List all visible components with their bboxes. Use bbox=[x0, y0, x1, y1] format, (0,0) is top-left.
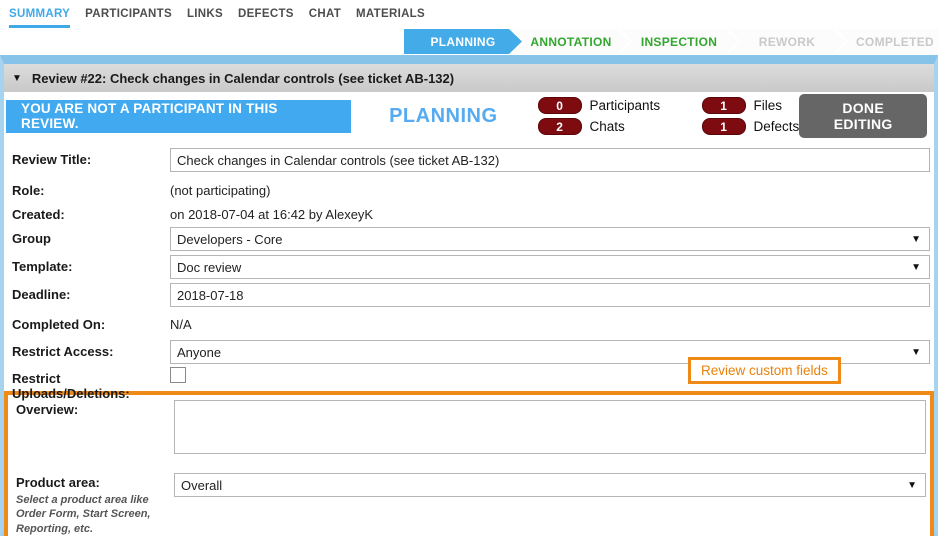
participants-count-badge: 0 bbox=[537, 97, 582, 114]
workflow-step-rework: REWORK bbox=[728, 29, 846, 54]
review-title-input[interactable] bbox=[170, 148, 930, 172]
workflow-step-planning[interactable]: PLANNING bbox=[404, 29, 522, 54]
restrict-access-label: Restrict Access: bbox=[12, 344, 114, 359]
participants-stat: 0 Participants bbox=[537, 97, 688, 114]
role-value: (not participating) bbox=[170, 183, 271, 198]
chats-count-badge: 2 bbox=[537, 118, 582, 135]
review-custom-fields-callout: Review custom fields bbox=[688, 357, 841, 384]
review-panel: ▼ Review #22: Check changes in Calendar … bbox=[0, 55, 938, 536]
deadline-row: Deadline: bbox=[4, 283, 934, 313]
top-nav: SUMMARY PARTICIPANTS LINKS DEFECTS CHAT … bbox=[0, 0, 938, 28]
status-row: YOU ARE NOT A PARTICIPANT IN THIS REVIEW… bbox=[4, 94, 934, 138]
template-select-value: Doc review bbox=[177, 259, 242, 275]
completed-on-value: N/A bbox=[170, 317, 192, 332]
tab-defects[interactable]: DEFECTS bbox=[237, 8, 294, 20]
review-stats: 0 Participants 2 Chats 1 Files 1 bbox=[537, 97, 800, 135]
product-area-select-value: Overall bbox=[181, 477, 223, 493]
created-label: Created: bbox=[12, 207, 65, 222]
workflow-step-completed: COMPLETED bbox=[836, 29, 938, 54]
group-select[interactable]: Developers - Core ▼ bbox=[170, 227, 930, 251]
participants-stat-label: Participants bbox=[589, 98, 661, 113]
custom-fields-box: Overview: Product area: Select a product… bbox=[4, 391, 934, 536]
review-panel-header[interactable]: ▼ Review #22: Check changes in Calendar … bbox=[4, 64, 934, 92]
overview-textarea[interactable] bbox=[174, 400, 926, 454]
dropdown-arrow-icon: ▼ bbox=[911, 346, 921, 358]
workflow-phase-bar: PLANNING ANNOTATION INSPECTION REWORK CO… bbox=[0, 28, 938, 55]
done-editing-button[interactable]: DONE EDITING bbox=[799, 94, 927, 138]
restrict-access-select-value: Anyone bbox=[177, 344, 222, 360]
created-value: on 2018-07-04 at 16:42 by AlexeyK bbox=[170, 207, 374, 222]
group-label: Group bbox=[12, 231, 51, 246]
review-title-heading: Review #22: Check changes in Calendar co… bbox=[31, 70, 455, 86]
chats-stat: 2 Chats bbox=[537, 118, 688, 135]
template-row: Template: Doc review ▼ bbox=[4, 255, 934, 283]
defects-stat-label: Defects bbox=[753, 119, 800, 134]
defects-count-badge: 1 bbox=[701, 118, 746, 135]
product-area-label: Product area: bbox=[16, 475, 100, 490]
dropdown-arrow-icon: ▼ bbox=[907, 479, 917, 491]
workflow-step-inspection[interactable]: INSPECTION bbox=[620, 29, 738, 54]
review-title-row: Review Title: bbox=[4, 148, 934, 179]
product-area-row: Product area: Select a product area like… bbox=[8, 473, 930, 536]
created-row: Created: on 2018-07-04 at 16:42 by Alexe… bbox=[4, 203, 934, 227]
deadline-input[interactable] bbox=[170, 283, 930, 307]
dropdown-arrow-icon: ▼ bbox=[911, 233, 921, 245]
tab-materials[interactable]: MATERIALS bbox=[356, 8, 425, 20]
deadline-label: Deadline: bbox=[12, 287, 71, 302]
files-stat: 1 Files bbox=[701, 97, 800, 114]
tab-chat[interactable]: CHAT bbox=[308, 8, 342, 20]
tab-links[interactable]: LINKS bbox=[186, 8, 223, 20]
workflow-step-annotation[interactable]: ANNOTATION bbox=[512, 29, 630, 54]
role-row: Role: (not participating) bbox=[4, 179, 934, 203]
template-select[interactable]: Doc review ▼ bbox=[170, 255, 930, 279]
defects-stat: 1 Defects bbox=[701, 118, 800, 135]
product-area-label-block: Product area: Select a product area like… bbox=[16, 473, 174, 536]
group-row: Group Developers - Core ▼ bbox=[4, 227, 934, 255]
completed-on-row: Completed On: N/A bbox=[4, 313, 934, 340]
chats-stat-label: Chats bbox=[589, 119, 625, 134]
product-area-select[interactable]: Overall ▼ bbox=[174, 473, 926, 497]
collapse-triangle-icon[interactable]: ▼ bbox=[12, 72, 22, 84]
phase-label: PLANNING bbox=[389, 104, 498, 127]
tab-participants[interactable]: PARTICIPANTS bbox=[85, 8, 172, 20]
completed-on-label: Completed On: bbox=[12, 317, 106, 332]
template-label: Template: bbox=[12, 259, 73, 274]
restrict-uploads-row: Restrict Uploads/Deletions: bbox=[4, 367, 934, 401]
overview-label: Overview: bbox=[16, 402, 79, 417]
product-area-hint: Select a product area like Order Form, S… bbox=[16, 494, 151, 535]
tab-summary[interactable]: SUMMARY bbox=[9, 8, 71, 28]
review-form: Review Title: Role: (not participating) … bbox=[4, 148, 934, 401]
files-count-badge: 1 bbox=[701, 97, 746, 114]
review-title-label: Review Title: bbox=[12, 152, 92, 167]
not-participant-banner: YOU ARE NOT A PARTICIPANT IN THIS REVIEW… bbox=[6, 99, 352, 133]
restrict-uploads-checkbox[interactable] bbox=[170, 367, 186, 383]
files-stat-label: Files bbox=[753, 98, 783, 113]
dropdown-arrow-icon: ▼ bbox=[911, 261, 921, 273]
role-label: Role: bbox=[12, 183, 45, 198]
overview-row: Overview: bbox=[8, 400, 930, 459]
group-select-value: Developers - Core bbox=[177, 231, 283, 247]
restrict-uploads-label: Restrict Uploads/Deletions: bbox=[12, 371, 130, 401]
